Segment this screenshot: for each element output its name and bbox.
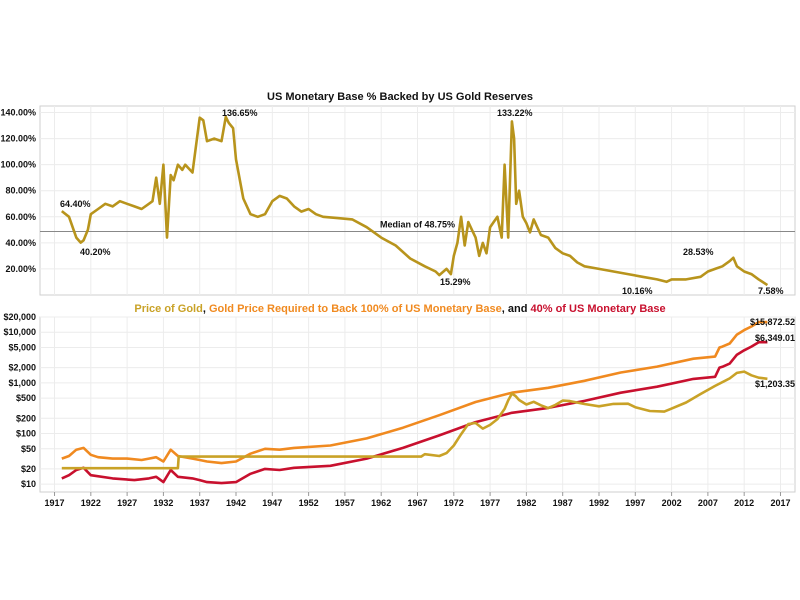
x-tick-label: 2017 bbox=[770, 498, 790, 508]
top-y-tick-label: 80.00% bbox=[5, 186, 36, 196]
annotation-min-1921: 40.20% bbox=[80, 247, 111, 257]
x-tick-label: 1987 bbox=[553, 498, 573, 508]
annotation-peak-2010: 28.53% bbox=[683, 247, 714, 257]
x-tick-label: 1947 bbox=[262, 498, 282, 508]
bottom-y-tick-label: $100 bbox=[16, 429, 36, 439]
x-tick-label: 1977 bbox=[480, 498, 500, 508]
bottom-y-tick-label: $1,000 bbox=[8, 378, 36, 388]
bottom-title-part: , bbox=[203, 303, 209, 315]
x-tick-label: 2012 bbox=[734, 498, 754, 508]
top-y-tick-label: 100.00% bbox=[0, 160, 36, 170]
bottom-series-group bbox=[61, 320, 768, 485]
bottom-y-tick-label: $5,000 bbox=[8, 342, 36, 352]
bottom-y-tick-label: $10,000 bbox=[3, 327, 36, 337]
bottom-x-axis: 1917 1922 1927 1932 1937 1942 1947 1952 1957 1962… bbox=[45, 492, 790, 508]
top-y-tick-label: 140.00% bbox=[0, 108, 36, 118]
annotation-max-1980: 133.22% bbox=[497, 108, 533, 118]
annotation-end-value: 7.58% bbox=[758, 286, 784, 296]
x-tick-label: 1957 bbox=[335, 498, 355, 508]
annotation-gold-price-end: $1,203.35 bbox=[755, 379, 795, 389]
bottom-y-tick-label: $20,000 bbox=[3, 312, 36, 322]
median-label: Median of 48.75% bbox=[380, 219, 455, 229]
bottom-title-part: 40% of US Monetary Base bbox=[531, 303, 666, 315]
x-tick-label: 1927 bbox=[117, 498, 137, 508]
x-tick-label: 2002 bbox=[662, 498, 682, 508]
top-chart-title: US Monetary Base % Backed by US Gold Res… bbox=[267, 91, 533, 103]
bottom-chart-title: Price of Gold, Gold Price Required to Ba… bbox=[134, 303, 665, 315]
annotation-min-1970: 15.29% bbox=[440, 277, 471, 287]
x-tick-label: 1962 bbox=[371, 498, 391, 508]
x-tick-label: 1967 bbox=[407, 498, 427, 508]
annotation-gold-required-end: $15,872.52 bbox=[750, 317, 795, 327]
bottom-y-tick-label: $10 bbox=[21, 479, 36, 489]
bottom-title-part: Gold Price Required to Back 100% of US M… bbox=[209, 303, 502, 315]
bottom-title-part: , and bbox=[502, 303, 531, 315]
series-gold-required-40pct-line bbox=[61, 340, 768, 485]
bottom-y-tick-label: $200 bbox=[16, 413, 36, 423]
annotation-40pct-end: $6,349.01 bbox=[755, 333, 795, 343]
x-tick-label: 1997 bbox=[625, 498, 645, 508]
top-y-axis: 20.00% 40.00% 60.00% 80.00% 100.00% 120.00% 14… bbox=[0, 108, 36, 274]
x-tick-label: 1917 bbox=[45, 498, 65, 508]
bottom-chart: Price of Gold, Gold Price Required to Ba… bbox=[3, 303, 796, 508]
x-tick-label: 1992 bbox=[589, 498, 609, 508]
top-y-tick-label: 60.00% bbox=[5, 212, 36, 222]
top-y-tick-label: 20.00% bbox=[5, 264, 36, 274]
x-tick-label: 1952 bbox=[299, 498, 319, 508]
x-tick-label: 1942 bbox=[226, 498, 246, 508]
series-gold-price-line bbox=[61, 370, 768, 470]
series-pct-backed-line bbox=[60, 115, 769, 287]
x-tick-label: 1937 bbox=[190, 498, 210, 508]
x-tick-label: 1972 bbox=[444, 498, 464, 508]
x-tick-label: 2007 bbox=[698, 498, 718, 508]
bottom-y-tick-label: $2,000 bbox=[8, 363, 36, 373]
x-tick-label: 1922 bbox=[81, 498, 101, 508]
bottom-title-part: Price of Gold bbox=[134, 303, 202, 315]
x-tick-label: 1932 bbox=[153, 498, 173, 508]
annotation-start-value: 64.40% bbox=[60, 199, 91, 209]
series-gold-required-100pct-line bbox=[61, 320, 768, 465]
bottom-y-tick-label: $20 bbox=[21, 464, 36, 474]
x-tick-label: 1982 bbox=[516, 498, 536, 508]
bottom-y-axis: $10 $20 $50 $100 $200 $500 $1,000 $2,000 $5,000 $… bbox=[3, 312, 36, 489]
bottom-y-tick-label: $50 bbox=[21, 444, 36, 454]
top-chart: US Monetary Base % Backed by US Gold Res… bbox=[0, 91, 796, 296]
top-y-tick-label: 40.00% bbox=[5, 238, 36, 248]
top-y-tick-label: 120.00% bbox=[0, 134, 36, 144]
annotation-min-2001: 10.16% bbox=[622, 286, 653, 296]
bottom-y-tick-label: $500 bbox=[16, 393, 36, 403]
annotation-max-1940: 136.65% bbox=[222, 108, 258, 118]
